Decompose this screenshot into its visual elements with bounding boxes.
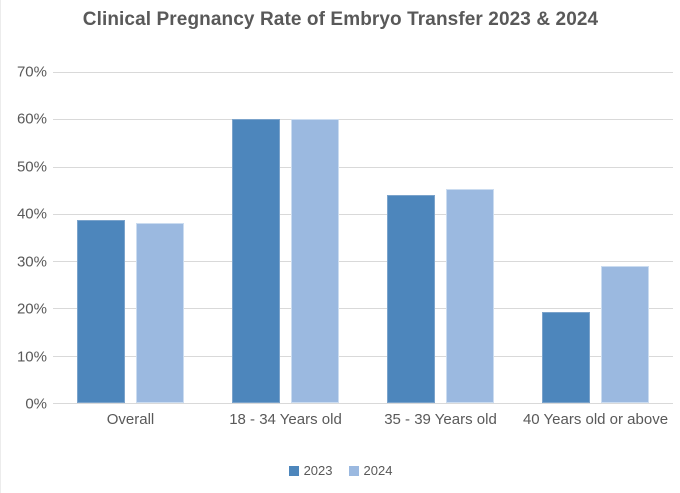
bar-2023 (387, 194, 435, 403)
x-axis: Overall 18 - 34 Years old 35 - 39 Years ol… (53, 411, 673, 428)
gridline (53, 213, 673, 215)
x-axis-tick-label: 35 - 39 Years old (384, 411, 497, 428)
gridline (53, 72, 673, 73)
gridline (53, 261, 673, 263)
legend-item-2023: 2023 (288, 463, 333, 478)
y-axis-tick-label: 70% (16, 63, 47, 81)
bar-2023 (232, 119, 280, 403)
bar-2023 (542, 312, 590, 403)
y-axis-tick-label: 50% (16, 158, 47, 176)
y-axis: 0% 10% 20% 30% 40% 50% 60% 70% (1, 64, 47, 413)
gridline (53, 166, 673, 168)
chart-title: Clinical Pregnancy Rate of Embryo Transf… (82, 9, 599, 30)
bar-group (518, 72, 673, 403)
legend: 2023 2024 (1, 463, 680, 478)
x-axis-tick-label: Overall (106, 411, 155, 428)
bar-2024 (136, 223, 184, 403)
legend-swatch-2023 (288, 465, 299, 476)
legend-label-2024: 2024 (363, 463, 393, 478)
y-axis-tick-label: 10% (16, 348, 47, 366)
y-axis-tick-label: 0% (25, 395, 47, 413)
bar-group (363, 72, 518, 403)
y-axis-tick-label: 60% (16, 110, 47, 128)
x-axis-tick-label: 18 - 34 Years old (229, 411, 342, 428)
bar-group (208, 72, 363, 403)
legend-item-2024: 2024 (348, 463, 393, 478)
gridline (53, 119, 673, 121)
legend-label-2023: 2023 (303, 463, 333, 478)
plot-area (53, 72, 673, 404)
x-axis-tick-label: 40 Years old or above (522, 411, 669, 428)
gridline (53, 355, 673, 357)
y-axis-tick-label: 40% (16, 205, 47, 223)
y-axis-tick-label: 20% (16, 300, 47, 318)
bar-2024 (446, 188, 494, 403)
y-axis-tick-label: 30% (16, 253, 47, 271)
bar-2023 (77, 220, 125, 403)
bar-group (53, 72, 208, 403)
bar-2024 (601, 266, 649, 403)
legend-swatch-2024 (348, 465, 359, 476)
bar-2024 (291, 119, 339, 403)
gridline (53, 308, 673, 310)
